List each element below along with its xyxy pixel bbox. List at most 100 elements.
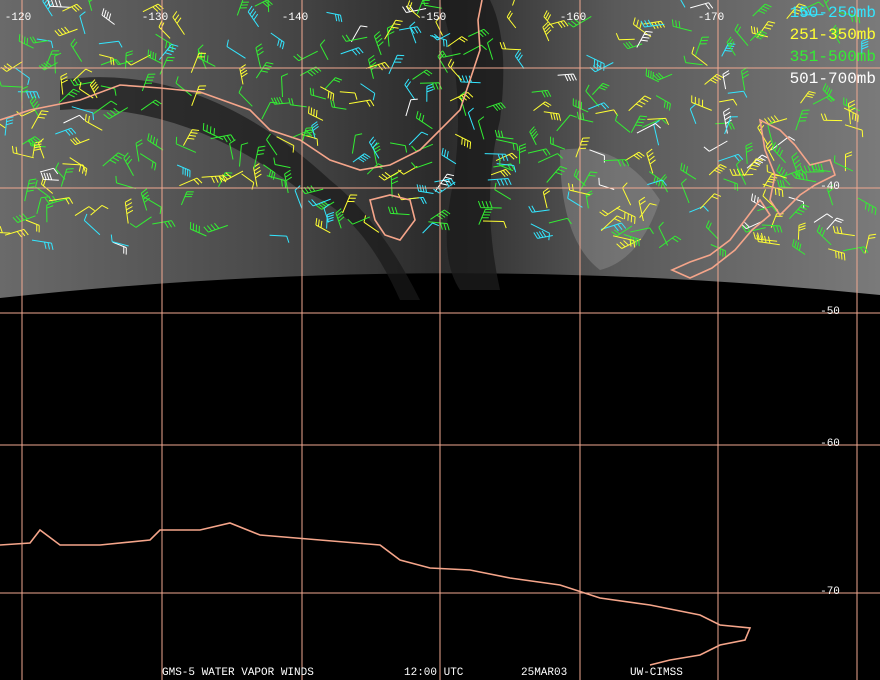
wind-barb [585, 84, 600, 108]
legend: 150-250mb 251-350mb 351-500mb 501-700mb [790, 4, 876, 88]
wind-barb [543, 10, 554, 29]
wind-barb [647, 117, 670, 126]
legend-entry: 501-700mb [790, 70, 876, 88]
wind-barb [48, 197, 74, 205]
legend-entry: 251-350mb [790, 26, 876, 44]
wind-barb [90, 204, 109, 216]
wind-barb [179, 177, 203, 187]
wind-barb [0, 80, 24, 88]
wind-barb [823, 0, 831, 12]
wind-barb [477, 116, 485, 140]
wind-barb [838, 11, 861, 24]
wind-barb [323, 203, 330, 223]
wind-barb [281, 73, 289, 98]
wind-barb [351, 133, 363, 154]
wind-barb [791, 152, 802, 178]
wind-barb [360, 83, 376, 101]
wind-barb [309, 87, 327, 100]
wind-barb [102, 152, 125, 167]
wind-barb [415, 110, 433, 130]
wind-barb [533, 230, 553, 239]
wind-barbs [0, 0, 877, 261]
wind-barb [270, 32, 285, 50]
wind-barb [339, 91, 358, 100]
longitude-label: -120 [5, 12, 31, 24]
wind-barb [93, 100, 118, 115]
wind-barb [412, 69, 433, 80]
footer-date: 25MAR03 [521, 667, 567, 679]
wind-barb [0, 226, 11, 234]
wind-barb [226, 39, 246, 59]
wind-barb [31, 239, 54, 251]
wind-barb [308, 198, 331, 207]
wind-barb [680, 0, 686, 8]
wind-barb [622, 182, 632, 206]
latitude-label: -60 [820, 438, 840, 450]
wind-barb [141, 73, 156, 92]
wind-barb [782, 169, 807, 180]
wind-barb [756, 21, 776, 39]
wind-barb [288, 97, 307, 108]
wind-barb [4, 228, 29, 238]
wind-barb [142, 195, 162, 215]
wind-barb [347, 216, 370, 225]
wind-barb [724, 116, 738, 135]
wind-barb [827, 184, 835, 206]
wind-barb [422, 222, 440, 234]
wind-barb [495, 152, 518, 162]
wind-barb [70, 137, 90, 146]
wind-barb [691, 95, 712, 111]
wind-barb [405, 98, 418, 117]
wind-barb [734, 23, 749, 47]
wind-barb [531, 89, 552, 98]
wind-barb [218, 170, 244, 182]
wind-barb [691, 46, 708, 66]
wind-barb [719, 98, 738, 106]
wind-barb [550, 136, 566, 150]
wind-barb [89, 79, 99, 99]
wind-barb [843, 107, 859, 123]
wind-barb [326, 211, 335, 229]
wind-barb [315, 218, 331, 234]
wind-barb [600, 222, 627, 232]
wind-barb [671, 19, 692, 32]
wind-barb [735, 159, 747, 185]
wind-barb [722, 70, 730, 90]
wind-barb [820, 113, 843, 122]
wind-barb [180, 191, 194, 206]
wind-barb [490, 168, 511, 178]
wind-barb [129, 216, 152, 228]
wind-barb [588, 102, 610, 110]
latitude-label: -50 [820, 306, 840, 318]
wind-barb [647, 179, 667, 186]
new-zealand-north [758, 118, 836, 217]
wind-barb [655, 95, 671, 111]
wind-barb [799, 165, 825, 173]
wind-barb [426, 83, 434, 102]
wind-barb [642, 118, 667, 128]
wind-barb [69, 157, 88, 176]
latitude-label: -40 [820, 181, 840, 193]
wind-barb [529, 126, 539, 146]
wind-barb [253, 145, 266, 169]
wind-barb [624, 151, 645, 162]
wind-barb [499, 42, 522, 51]
wind-barb [726, 36, 736, 56]
wind-barb [4, 116, 14, 136]
wind-barb [557, 73, 577, 82]
wind-barb [47, 0, 71, 8]
wind-barb [727, 90, 748, 98]
wind-barb [324, 77, 343, 90]
wind-barb [218, 172, 233, 188]
wind-barb [378, 169, 402, 181]
wind-barb [63, 114, 85, 124]
wind-barb [487, 38, 494, 60]
wind-barb [600, 215, 624, 232]
wind-barb [269, 234, 290, 243]
wind-barb [646, 148, 656, 174]
wind-barb [542, 187, 551, 209]
wind-barb [335, 208, 345, 229]
wind-barb [210, 134, 236, 143]
